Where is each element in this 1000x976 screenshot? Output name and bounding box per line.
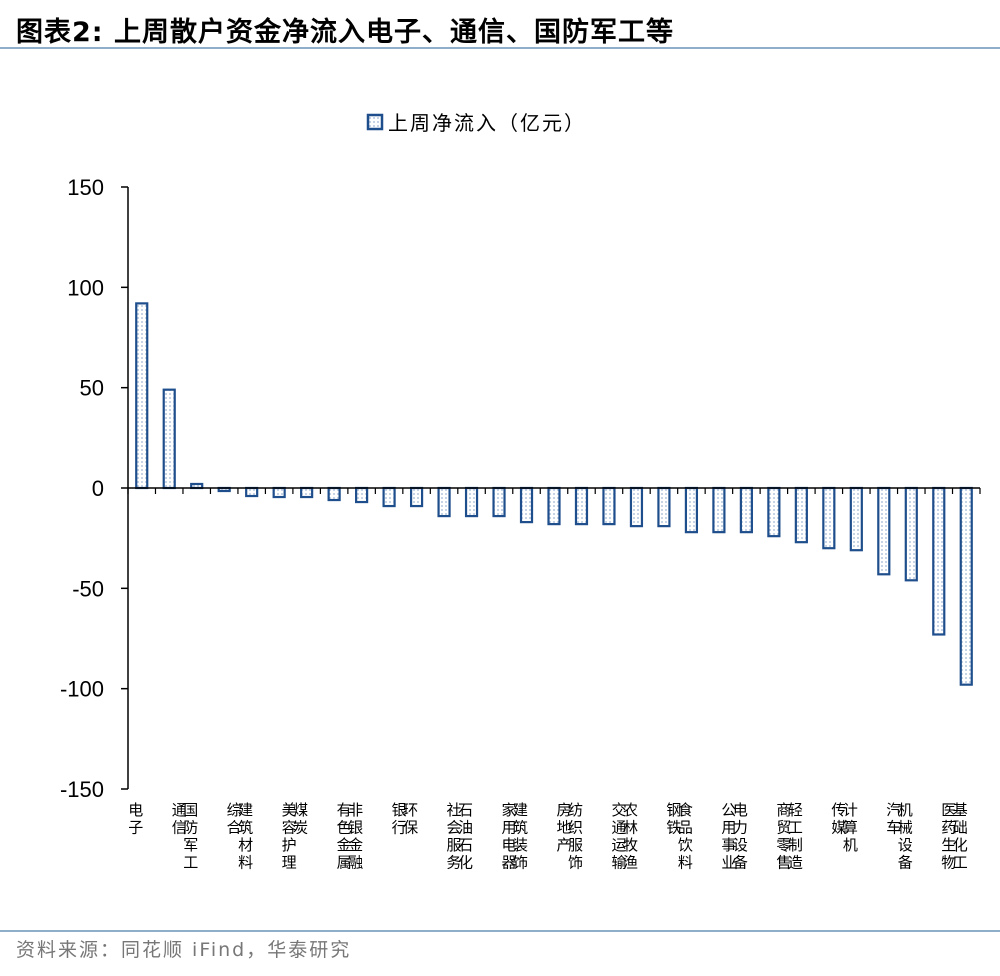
bar [327,486,341,502]
bar [437,486,451,518]
bar [135,302,149,490]
bar [300,486,314,499]
legend-swatch [366,113,384,131]
x-category-label: 汽车 [886,801,901,837]
bar [519,486,534,524]
bar [492,486,506,518]
bar [574,486,589,526]
bar [904,486,918,582]
bar [932,486,946,636]
x-category-label: 纺织服饰 [568,801,583,872]
x-category-label: 农林牧渔 [623,801,638,872]
bar [767,486,781,538]
x-category-label: 轻工制造 [788,801,803,872]
x-category-label: 钢铁 [666,801,681,837]
source-note: 资料来源：同花顺 iFind，华泰研究 [16,939,352,961]
x-category-label: 机械设备 [898,801,913,872]
x-category-label: 食品饮料 [678,801,693,872]
footer-divider [0,930,1000,932]
bar [245,486,259,498]
x-category-label: 基础化工 [953,801,968,872]
y-tick-label: 150 [67,175,104,200]
x-category-label: 电子 [128,801,143,837]
x-category-label: 计算机 [843,801,858,854]
x-category-label: 建筑材料 [238,801,253,872]
bar [684,486,699,534]
bar [464,486,479,518]
y-tick-label: -50 [72,576,104,601]
x-category-label: 非银金融 [348,801,363,872]
y-tick-label: 100 [67,275,104,300]
bar [272,486,286,499]
x-category-label: 综合 [227,801,242,837]
x-category-label: 传媒 [831,801,846,837]
x-category-label: 交通运输 [611,801,626,872]
x-category-label: 环保 [403,801,418,837]
bar [602,486,616,526]
figure-title: 图表2: 上周散户资金净流入电子、通信、国防军工等 [16,17,674,48]
bar [739,486,753,534]
bar [822,486,836,550]
bar [959,486,973,686]
x-category-label: 医药生物 [941,801,956,872]
bar [382,486,396,508]
bar [877,486,891,576]
header-divider [0,47,1000,49]
x-category-label: 煤炭 [293,801,308,837]
x-category-label: 商贸零售 [776,801,791,872]
y-tick-label: 0 [92,476,104,501]
x-category-label: 电力设备 [733,801,748,872]
bar [355,486,369,504]
bar [849,486,863,552]
y-tick-label: -100 [60,677,104,702]
x-category-label: 国防军工 [183,801,198,872]
x-category-label: 家用电器 [502,801,517,872]
x-category-label: 通信 [172,801,187,837]
bar [162,388,176,490]
x-category-label: 公用事业 [721,801,736,872]
chart-legend: 上周净流入（亿元） [366,111,586,135]
bar [712,486,726,534]
bar [547,486,561,526]
bar [629,486,644,528]
x-category-label: 石油石化 [458,801,473,872]
bar [794,486,808,544]
x-category-label: 有色金属 [337,801,352,872]
x-category-label: 社会服务 [447,801,462,872]
y-tick-label: -150 [60,777,104,802]
bar [409,486,424,508]
x-category-label: 美容护理 [282,801,297,872]
bar [657,486,671,528]
x-category-label: 房地产 [556,801,571,854]
y-tick-label: 50 [80,376,104,401]
x-category-label: 建筑装饰 [513,801,528,872]
figure-header: 图表2: 上周散户资金净流入电子、通信、国防军工等 [0,0,1000,52]
x-category-label: 银行 [392,801,407,837]
legend-label: 上周净流入（亿元） [388,111,586,135]
